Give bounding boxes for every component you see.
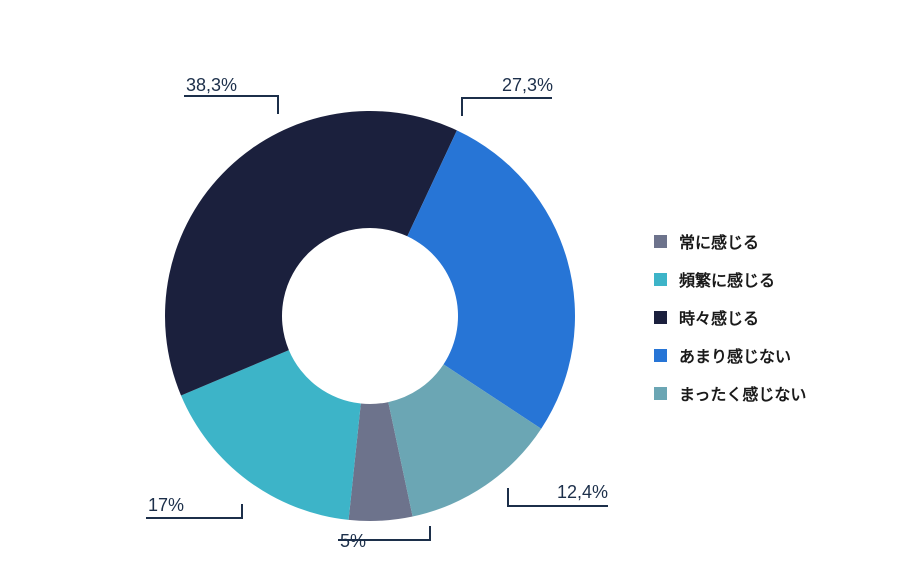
slice-1 (348, 402, 413, 521)
legend-label: 時々感じる (679, 309, 760, 328)
legend-item: まったく感じない (654, 374, 806, 412)
legend-label: 頻繁に感じる (679, 271, 776, 290)
legend-item: あまり感じない (654, 336, 806, 374)
legend-swatch (654, 310, 667, 324)
leader-line-5 (507, 488, 608, 507)
leader-line-3 (184, 95, 279, 114)
legend-item: 頻繁に感じる (654, 260, 806, 298)
value-label-1: 5% (340, 531, 366, 551)
legend-swatch (654, 348, 667, 362)
value-label-4: 27,3% (502, 75, 553, 95)
leader-line-4 (461, 97, 552, 116)
legend-swatch (654, 386, 667, 400)
slice-5 (388, 364, 542, 517)
legend-label: あまり感じない (679, 347, 792, 366)
legend-label: まったく感じない (679, 385, 807, 404)
legend: 常に感じる頻繁に感じる 時々感じるあまり感じない まったく感じない (654, 222, 806, 412)
leader-line-1 (338, 526, 431, 541)
legend-item: 時々感じる (654, 298, 806, 336)
legend-swatch (654, 272, 667, 286)
slice-3 (164, 110, 457, 396)
value-label-5: 12,4% (557, 482, 608, 502)
value-label-2: 17% (148, 495, 184, 515)
legend-swatch (654, 234, 667, 248)
leader-line-2 (146, 504, 243, 519)
value-label-3: 38,3% (186, 75, 237, 95)
slice-2 (181, 350, 361, 520)
legend-item: 常に感じる (654, 222, 806, 260)
slice-4 (407, 130, 575, 429)
legend-label: 常に感じる (679, 233, 760, 252)
